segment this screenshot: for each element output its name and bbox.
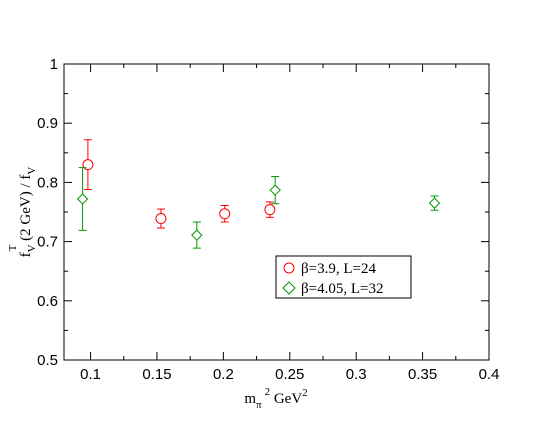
legend-marker-circle: [283, 262, 295, 274]
data-point-circle: [264, 204, 276, 216]
series-2: [76, 167, 441, 249]
x-tick-label: 0.3: [346, 366, 367, 383]
legend-label-series-2: β=4.05, L=32: [301, 281, 383, 297]
data-point-diamond: [191, 229, 203, 241]
x-tick-label: 0.25: [275, 366, 304, 383]
x-tick-label: 0.1: [80, 366, 101, 383]
data-point-diamond: [269, 184, 281, 196]
x-tick-label: 0.35: [408, 366, 437, 383]
axis-ticks: [64, 63, 490, 361]
data-series: [76, 139, 441, 249]
data-point-diamond: [428, 197, 441, 209]
y-tick-label: 0.9: [37, 115, 58, 132]
axis-tick-labels: 0.1 0.15 0.2 0.25 0.3 0.35 0.4 0.5 0.6 0.7 0.8 0.9 1: [37, 56, 499, 383]
data-point-circle: [155, 213, 167, 225]
legend-label-series-1: β=3.9, L=24: [301, 261, 376, 277]
data-point-circle: [219, 208, 231, 220]
legend: β=3.9, L=24 β=4.05, L=32: [275, 255, 412, 299]
data-point-circle: [82, 159, 94, 171]
y-tick-label: 0.5: [37, 352, 58, 369]
y-tick-label: 1: [50, 56, 58, 73]
x-tick-label: 0.2: [213, 366, 234, 383]
x-axis-label: mπ2 GeV2: [244, 386, 307, 411]
y-tick-label: 0.6: [37, 293, 58, 310]
x-tick-label: 0.15: [142, 366, 171, 383]
y-axis-label: fVT (2 GeV) / fV: [7, 167, 38, 258]
y-tick-label: 0.7: [37, 234, 58, 251]
plot-frame: [63, 63, 490, 361]
legend-marker-diamond: [282, 281, 296, 295]
x-tick-label: 0.4: [479, 366, 500, 383]
data-point-diamond: [76, 193, 89, 205]
y-tick-label: 0.8: [37, 174, 58, 191]
legend-box: [275, 255, 412, 299]
series-1: [82, 139, 276, 229]
